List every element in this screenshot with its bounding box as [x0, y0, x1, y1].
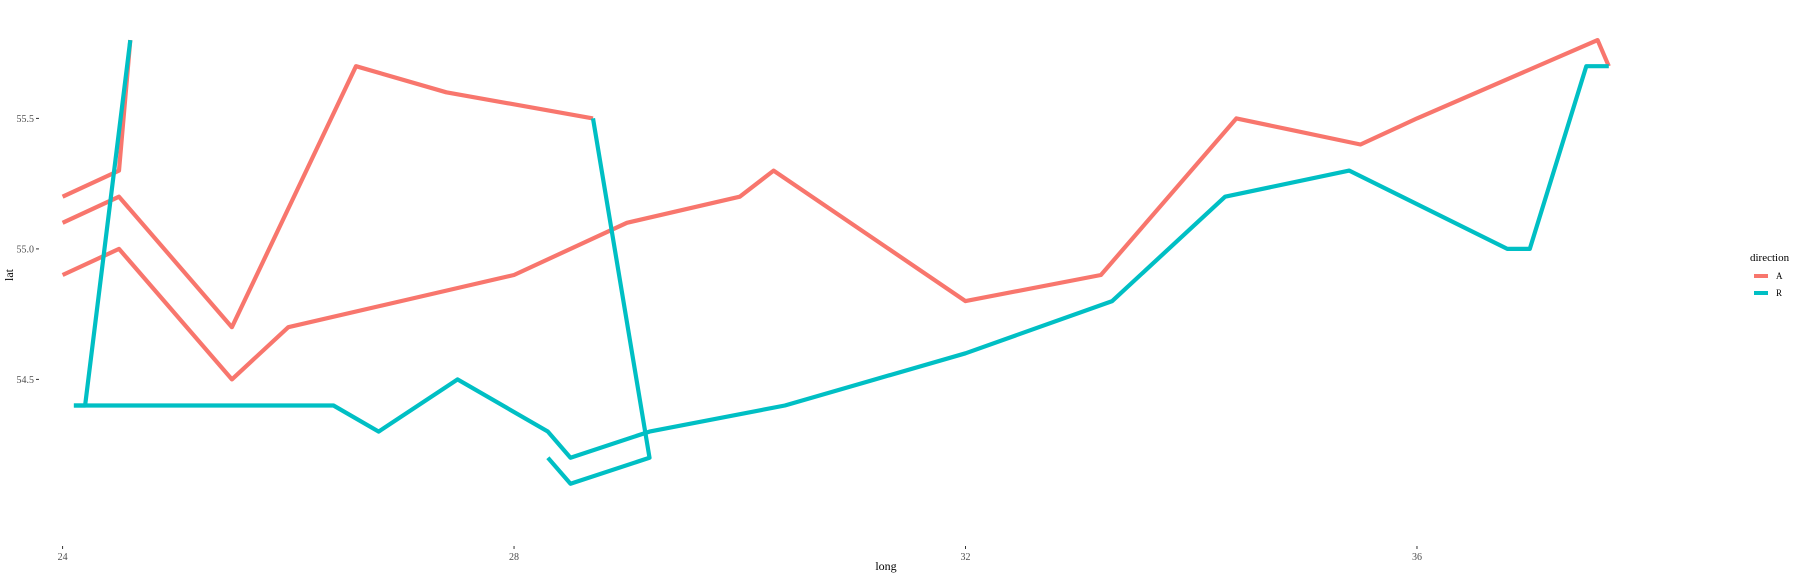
x-axis-title: long — [875, 559, 896, 573]
legend-label-a: A — [1776, 271, 1783, 281]
x-tick-label: 36 — [1412, 552, 1422, 563]
x-tick-label: 28 — [509, 552, 519, 563]
series-line-a-3 — [61, 38, 1611, 382]
y-tick-label: 55.0 — [17, 244, 35, 255]
y-axis-title: lat — [2, 268, 16, 281]
x-tick-label: 24 — [58, 552, 68, 563]
y-tick-label: 54.5 — [17, 375, 35, 386]
series-line-r-2 — [73, 64, 1609, 460]
series-line-r-3 — [546, 118, 652, 486]
y-axis: 54.5 55.0 55.5 — [17, 114, 39, 386]
x-axis: 24 28 32 36 — [58, 546, 1422, 563]
legend-entries: AR — [1754, 271, 1783, 298]
legend-label-r: R — [1776, 288, 1782, 298]
y-tick-label: 55.5 — [17, 114, 35, 125]
x-tick-label: 32 — [961, 552, 971, 563]
legend-title: direction — [1750, 252, 1790, 264]
series-lines — [61, 38, 1611, 486]
legend: direction AR — [1750, 252, 1790, 298]
